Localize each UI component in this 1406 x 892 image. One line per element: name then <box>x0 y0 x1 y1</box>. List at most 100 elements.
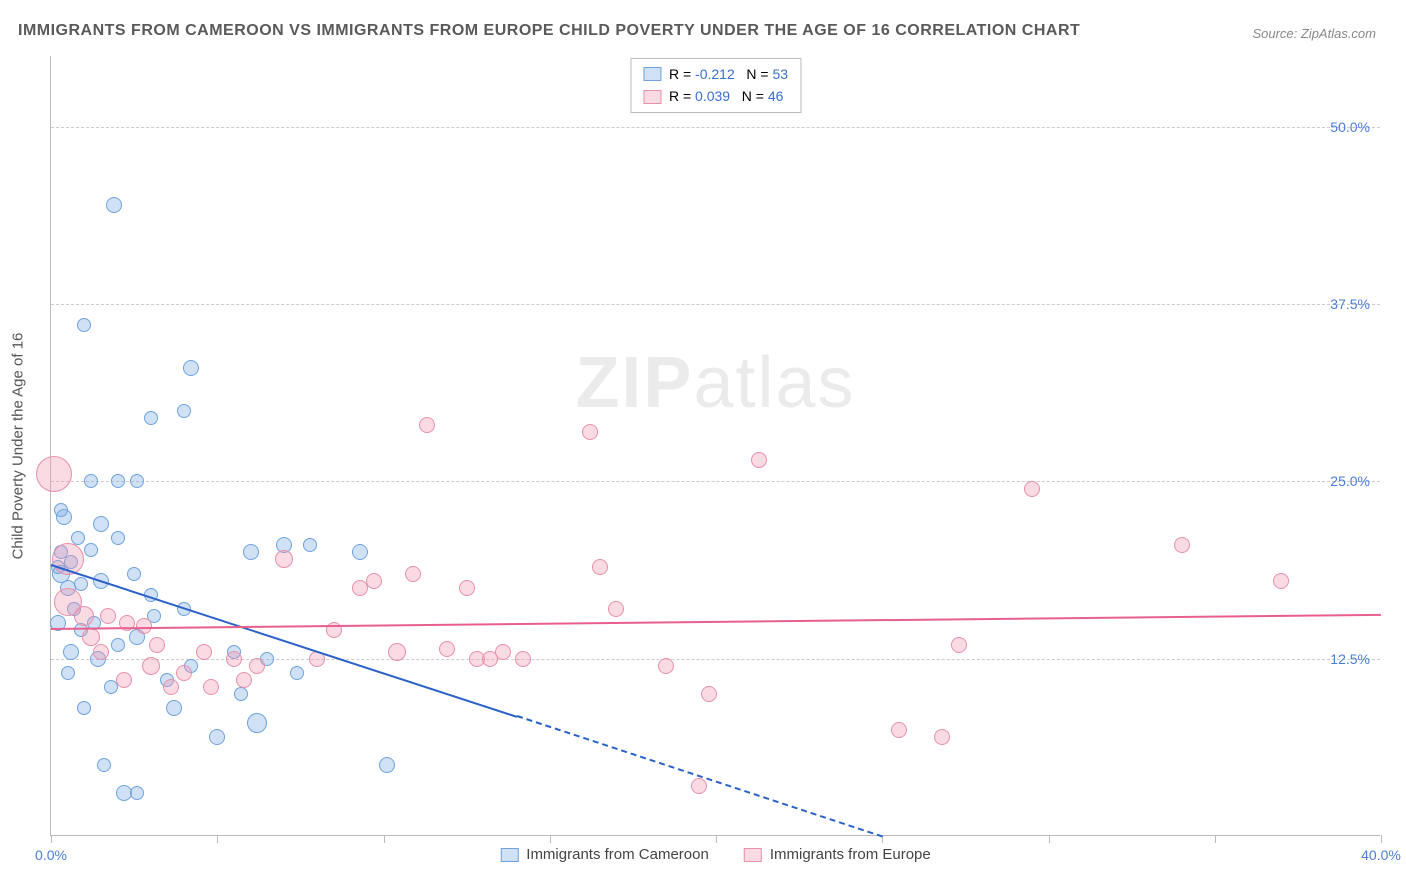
source-attribution: Source: ZipAtlas.com <box>1252 26 1376 41</box>
watermark: ZIPatlas <box>575 342 855 424</box>
correlation-legend: R = -0.212 N = 53R = 0.039 N = 46 <box>630 58 801 113</box>
data-point <box>93 516 109 532</box>
data-point <box>751 452 767 468</box>
data-point <box>495 644 511 660</box>
y-axis-title: Child Poverty Under the Age of 16 <box>10 333 27 560</box>
data-point <box>196 644 212 660</box>
legend-series-name: Immigrants from Europe <box>770 846 931 863</box>
data-point <box>247 713 267 733</box>
legend-row: R = -0.212 N = 53 <box>643 63 788 85</box>
data-point <box>144 411 158 425</box>
data-point <box>74 606 94 626</box>
data-point <box>177 404 191 418</box>
x-tick <box>384 835 385 843</box>
x-tick <box>1381 835 1382 843</box>
data-point <box>77 318 91 332</box>
data-point <box>352 544 368 560</box>
x-tick <box>716 835 717 843</box>
data-point <box>234 687 248 701</box>
data-point <box>934 729 950 745</box>
data-point <box>142 657 160 675</box>
data-point <box>130 474 144 488</box>
x-tick <box>1049 835 1050 843</box>
legend-item: Immigrants from Cameroon <box>500 846 709 863</box>
watermark-bold: ZIP <box>575 343 693 423</box>
series-legend: Immigrants from Cameroon Immigrants from … <box>500 846 930 863</box>
data-point <box>111 531 125 545</box>
data-point <box>951 637 967 653</box>
source-name: ZipAtlas.com <box>1301 26 1376 41</box>
data-point <box>691 778 707 794</box>
y-tick-label: 12.5% <box>1330 651 1370 667</box>
data-point <box>166 700 182 716</box>
data-point <box>379 757 395 773</box>
data-point <box>303 538 317 552</box>
data-point <box>891 722 907 738</box>
data-point <box>366 573 382 589</box>
data-point <box>74 577 88 591</box>
y-tick-label: 50.0% <box>1330 119 1370 135</box>
gridline <box>51 481 1380 482</box>
data-point <box>243 544 259 560</box>
legend-swatch <box>500 848 518 862</box>
data-point <box>608 601 624 617</box>
data-point <box>236 672 252 688</box>
data-point <box>130 786 144 800</box>
data-point <box>459 580 475 596</box>
x-tick <box>1215 835 1216 843</box>
data-point <box>176 665 192 681</box>
legend-item: Immigrants from Europe <box>744 846 931 863</box>
data-point <box>1174 537 1190 553</box>
data-point <box>1273 573 1289 589</box>
data-point <box>203 679 219 695</box>
data-point <box>163 679 179 695</box>
plot-area: ZIPatlas R = -0.212 N = 53R = 0.039 N = … <box>50 56 1380 836</box>
data-point <box>84 543 98 557</box>
x-tick-label: 40.0% <box>1361 847 1401 863</box>
data-point <box>84 474 98 488</box>
data-point <box>63 644 79 660</box>
trend-line <box>516 716 882 838</box>
data-point <box>77 701 91 715</box>
legend-swatch <box>643 90 661 104</box>
data-point <box>111 474 125 488</box>
gridline <box>51 304 1380 305</box>
gridline <box>51 127 1380 128</box>
data-point <box>149 637 165 653</box>
data-point <box>439 641 455 657</box>
data-point <box>36 456 72 492</box>
legend-swatch <box>643 67 661 81</box>
x-tick-label: 0.0% <box>35 847 67 863</box>
legend-series-name: Immigrants from Cameroon <box>526 846 709 863</box>
data-point <box>209 729 225 745</box>
chart-title: IMMIGRANTS FROM CAMEROON VS IMMIGRANTS F… <box>18 22 1080 40</box>
x-tick <box>217 835 218 843</box>
data-point <box>100 608 116 624</box>
data-point <box>275 550 293 568</box>
watermark-rest: atlas <box>693 343 855 423</box>
data-point <box>582 424 598 440</box>
data-point <box>71 531 85 545</box>
x-tick <box>550 835 551 843</box>
data-point <box>116 672 132 688</box>
data-point <box>226 651 242 667</box>
data-point <box>592 559 608 575</box>
legend-row: R = 0.039 N = 46 <box>643 85 788 107</box>
legend-swatch <box>744 848 762 862</box>
data-point <box>701 686 717 702</box>
trend-line <box>51 613 1381 629</box>
data-point <box>127 567 141 581</box>
data-point <box>290 666 304 680</box>
data-point <box>106 197 122 213</box>
data-point <box>1024 481 1040 497</box>
data-point <box>111 638 125 652</box>
data-point <box>658 658 674 674</box>
data-point <box>419 417 435 433</box>
data-point <box>388 643 406 661</box>
data-point <box>61 666 75 680</box>
data-point <box>249 658 265 674</box>
legend-stats: R = -0.212 N = 53 <box>669 63 788 85</box>
legend-stats: R = 0.039 N = 46 <box>669 85 783 107</box>
data-point <box>93 644 109 660</box>
data-point <box>97 758 111 772</box>
